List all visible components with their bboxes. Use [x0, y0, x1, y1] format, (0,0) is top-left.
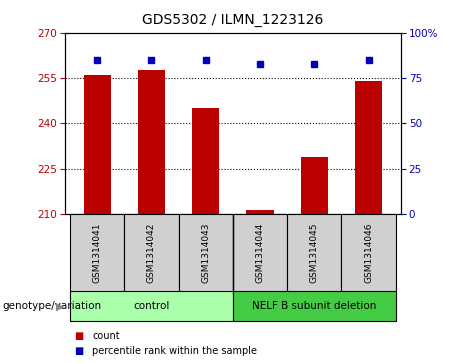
Text: GSM1314043: GSM1314043 [201, 223, 210, 284]
Text: GSM1314044: GSM1314044 [255, 223, 265, 284]
Bar [192, 108, 219, 214]
Title: GDS5302 / ILMN_1223126: GDS5302 / ILMN_1223126 [142, 13, 324, 28]
Bar [83, 75, 111, 214]
Text: ■: ■ [74, 331, 83, 341]
Text: ■: ■ [74, 346, 83, 356]
Text: GSM1314041: GSM1314041 [93, 223, 101, 284]
Bar [301, 157, 328, 214]
Text: genotype/variation: genotype/variation [2, 301, 101, 311]
Bar [246, 210, 273, 214]
Bar [287, 214, 341, 292]
Bar [341, 214, 396, 292]
Text: GSM1314042: GSM1314042 [147, 223, 156, 284]
Bar [233, 214, 287, 292]
Bar [70, 214, 124, 292]
Text: GSM1314046: GSM1314046 [364, 223, 373, 284]
Text: GSM1314045: GSM1314045 [310, 223, 319, 284]
Text: NELF B subunit deletion: NELF B subunit deletion [252, 301, 377, 311]
Text: ▶: ▶ [56, 301, 65, 311]
Text: percentile rank within the sample: percentile rank within the sample [92, 346, 257, 356]
Bar [124, 214, 178, 292]
Bar [178, 214, 233, 292]
Bar [355, 81, 382, 214]
Text: control: control [133, 301, 170, 311]
Text: count: count [92, 331, 120, 341]
Bar [233, 291, 396, 321]
Bar [70, 291, 233, 321]
Bar [138, 70, 165, 214]
